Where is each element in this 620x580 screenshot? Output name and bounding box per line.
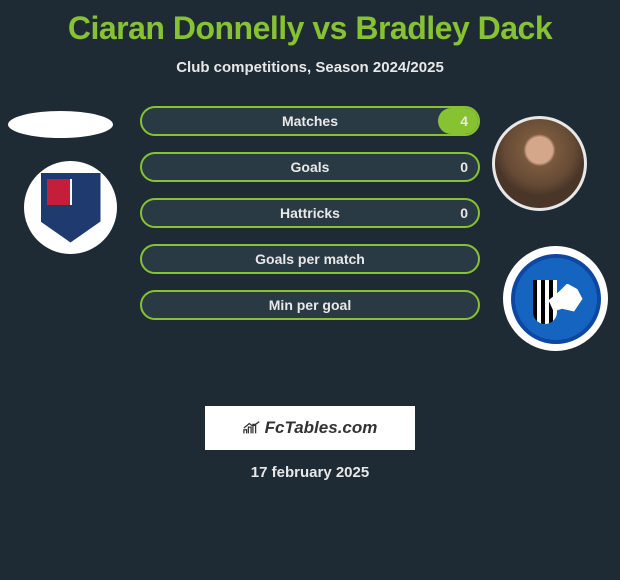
stat-rows: Matches 4 Goals 0 Hattricks 0 Goals per …: [140, 106, 480, 336]
chart-icon: [243, 421, 261, 435]
stat-row-goals-per-match: Goals per match: [140, 244, 480, 274]
stat-value-right: 0: [460, 205, 468, 221]
subtitle: Club competitions, Season 2024/2025: [0, 59, 620, 76]
brand-box: FcTables.com: [205, 406, 415, 450]
stat-label: Goals per match: [255, 251, 365, 267]
stat-row-hattricks: Hattricks 0: [140, 198, 480, 228]
stat-value-right: 4: [460, 113, 468, 129]
club-badge-left: [24, 161, 117, 254]
brand-text: FcTables.com: [265, 418, 378, 438]
comparison-area: Matches 4 Goals 0 Hattricks 0 Goals per …: [0, 106, 620, 406]
stat-fill: [438, 108, 478, 134]
club-badge-right: [503, 246, 608, 351]
stat-label: Goals: [291, 159, 330, 175]
stat-label: Hattricks: [280, 205, 340, 221]
player-left-avatar: [8, 111, 113, 138]
stat-row-matches: Matches 4: [140, 106, 480, 136]
stat-value-right: 0: [460, 159, 468, 175]
stat-label: Min per goal: [269, 297, 351, 313]
shield-icon: [41, 173, 101, 243]
date-text: 17 february 2025: [0, 464, 620, 481]
player-right-avatar: [492, 116, 587, 211]
club-crest-icon: [511, 254, 601, 344]
stat-label: Matches: [282, 113, 338, 129]
stat-row-min-per-goal: Min per goal: [140, 290, 480, 320]
page-title: Ciaran Donnelly vs Bradley Dack: [0, 0, 620, 47]
stat-row-goals: Goals 0: [140, 152, 480, 182]
